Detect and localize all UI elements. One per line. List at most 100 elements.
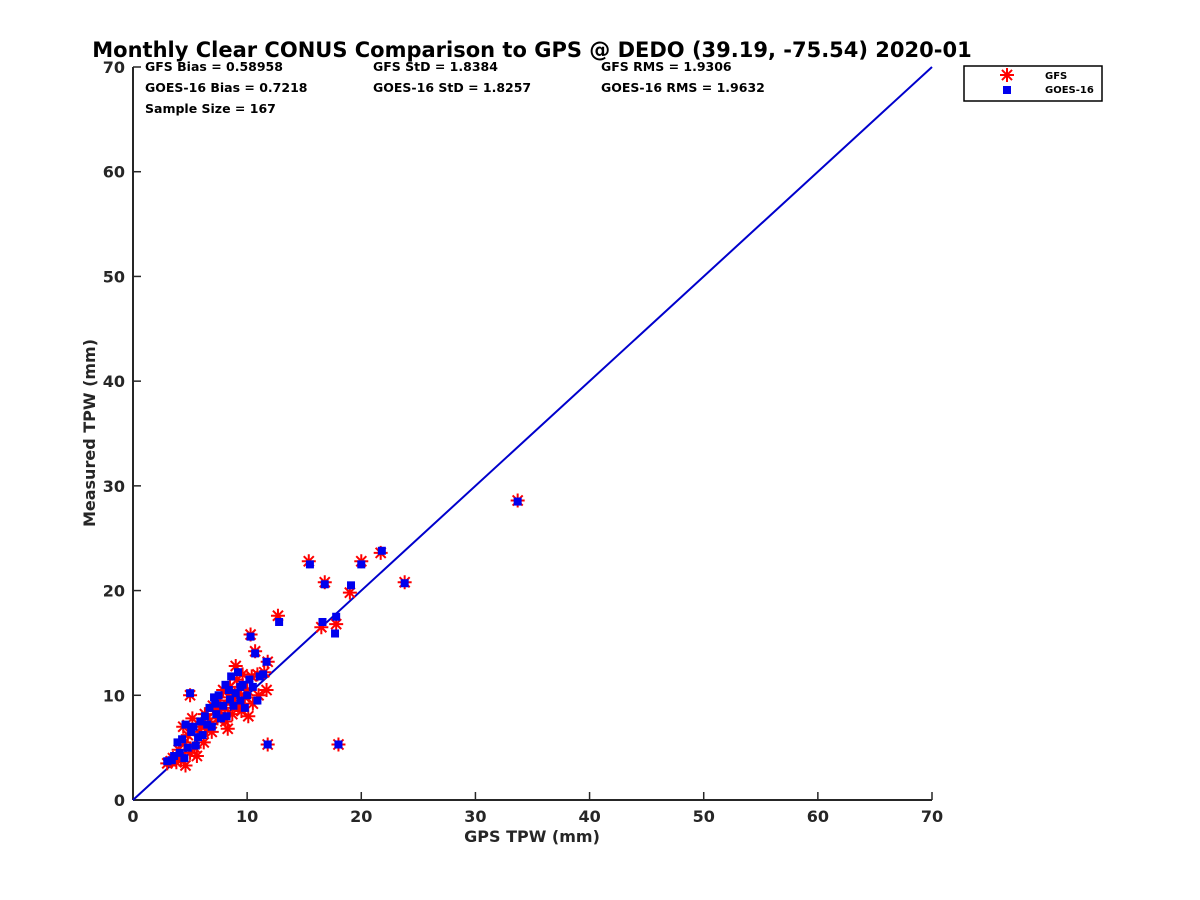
gfs-point — [314, 620, 329, 635]
goes16-point — [207, 722, 216, 731]
x-tick-label: 10 — [236, 807, 258, 826]
goes16-point — [245, 675, 254, 684]
goes16-point — [196, 717, 205, 726]
goes16-point — [331, 629, 340, 638]
x-tick-label: 50 — [693, 807, 715, 826]
gfs-point — [225, 707, 240, 722]
legend-gfs-label: GFS — [1045, 71, 1067, 82]
gfs-point — [204, 724, 219, 739]
goes16-point — [178, 735, 187, 744]
goes16-point — [231, 689, 240, 698]
stat-goes-rms: GOES-16 RMS = 1.9632 — [601, 80, 765, 95]
y-tick-label: 50 — [103, 267, 125, 286]
goes16-point — [259, 670, 268, 679]
goes16-point — [163, 757, 172, 766]
goes16-point — [194, 733, 203, 742]
goes16-point — [200, 712, 209, 721]
goes16-point — [400, 579, 409, 588]
goes16-point — [221, 680, 230, 689]
x-tick-label: 70 — [921, 807, 943, 826]
goes16-point — [305, 560, 314, 569]
goes16-point — [251, 649, 260, 658]
stat-gfs-rms: GFS RMS = 1.9306 — [601, 59, 732, 74]
goes16-point — [170, 752, 179, 761]
gfs-point — [241, 709, 256, 724]
goes16-point — [227, 672, 236, 681]
goes16-point — [248, 682, 257, 691]
goes16-point — [224, 686, 233, 695]
goes16-point — [253, 696, 262, 705]
legend-gfs-marker — [1000, 68, 1014, 82]
goes16-point — [186, 689, 195, 698]
gfs-point — [189, 749, 204, 764]
y-axis-label: Measured TPW (mm) — [80, 339, 99, 527]
goes16-point — [214, 691, 223, 700]
gfs-point — [231, 698, 246, 713]
goes16-point — [229, 701, 238, 710]
goes16-point — [357, 560, 366, 569]
gfs-point — [270, 608, 285, 623]
y-tick-label: 0 — [114, 791, 125, 810]
goes16-point — [513, 497, 522, 506]
gfs-point — [251, 688, 266, 703]
goes16-point — [187, 727, 196, 736]
stat-gfs-std: GFS StD = 1.8384 — [373, 59, 498, 74]
goes16-point — [216, 714, 225, 723]
goes16-point — [236, 682, 245, 691]
goes16-point — [210, 693, 219, 702]
gfs-point — [200, 721, 215, 736]
goes16-point — [219, 701, 228, 710]
legend-goes16-symbol — [1003, 86, 1011, 94]
goes16-point — [212, 710, 221, 719]
legend: GFS GOES-16 — [963, 65, 1103, 102]
goes16-point — [183, 743, 192, 752]
goes16-point — [318, 617, 327, 626]
gfs-point — [245, 696, 260, 711]
y-tick-label: 40 — [103, 372, 125, 391]
goes16-point — [332, 612, 341, 621]
x-tick-label: 20 — [350, 807, 372, 826]
goes16-point — [240, 703, 249, 712]
goes16-point — [181, 720, 190, 729]
gfs-point — [228, 658, 243, 673]
legend-goes16-marker — [1003, 86, 1011, 94]
goes16-point — [263, 740, 272, 749]
goes16-point — [211, 699, 220, 708]
gfs-point — [178, 758, 193, 773]
gfs-point — [259, 683, 274, 698]
legend-goes16-label: GOES-16 — [1045, 85, 1094, 96]
gfs-point — [185, 711, 200, 726]
y-tick-label: 60 — [103, 163, 125, 182]
gfs-point — [220, 721, 235, 736]
y-tick-label: 20 — [103, 582, 125, 601]
statistics-panel: GFS Bias = 0.58958 GFS StD = 1.8384 GFS … — [145, 59, 765, 116]
gfs-point — [240, 683, 255, 698]
gfs-point — [342, 585, 357, 600]
goes16-point — [377, 546, 386, 555]
goes16-point — [234, 668, 243, 677]
gfs-point — [235, 667, 250, 682]
gfs-point — [169, 755, 184, 770]
gfs-point — [212, 702, 227, 717]
stat-gfs-bias: GFS Bias = 0.58958 — [145, 59, 283, 74]
x-tick-label: 30 — [464, 807, 486, 826]
goes16-point — [243, 691, 252, 700]
goes16-point — [198, 731, 207, 740]
axis-ticks: 0 10 20 30 40 50 60 70 0 10 20 30 40 50 60 70 — [103, 58, 943, 826]
stat-goes-std: GOES-16 StD = 1.8257 — [373, 80, 531, 95]
goes16-point — [175, 748, 184, 757]
goes16-point — [191, 741, 200, 750]
x-tick-label: 0 — [127, 807, 138, 826]
gfs-point — [229, 672, 244, 687]
chart-title: Monthly Clear CONUS Comparison to GPS @ … — [92, 38, 971, 62]
goes16-point — [236, 696, 245, 705]
stat-sample-size: Sample Size = 167 — [145, 101, 276, 116]
gfs-point — [194, 719, 209, 734]
goes16-series — [163, 497, 522, 766]
goes16-point — [189, 722, 198, 731]
goes16-point — [275, 617, 284, 626]
x-tick-label: 60 — [807, 807, 829, 826]
goes16-point — [205, 703, 214, 712]
goes16-point — [262, 657, 271, 666]
goes16-point — [180, 754, 189, 763]
